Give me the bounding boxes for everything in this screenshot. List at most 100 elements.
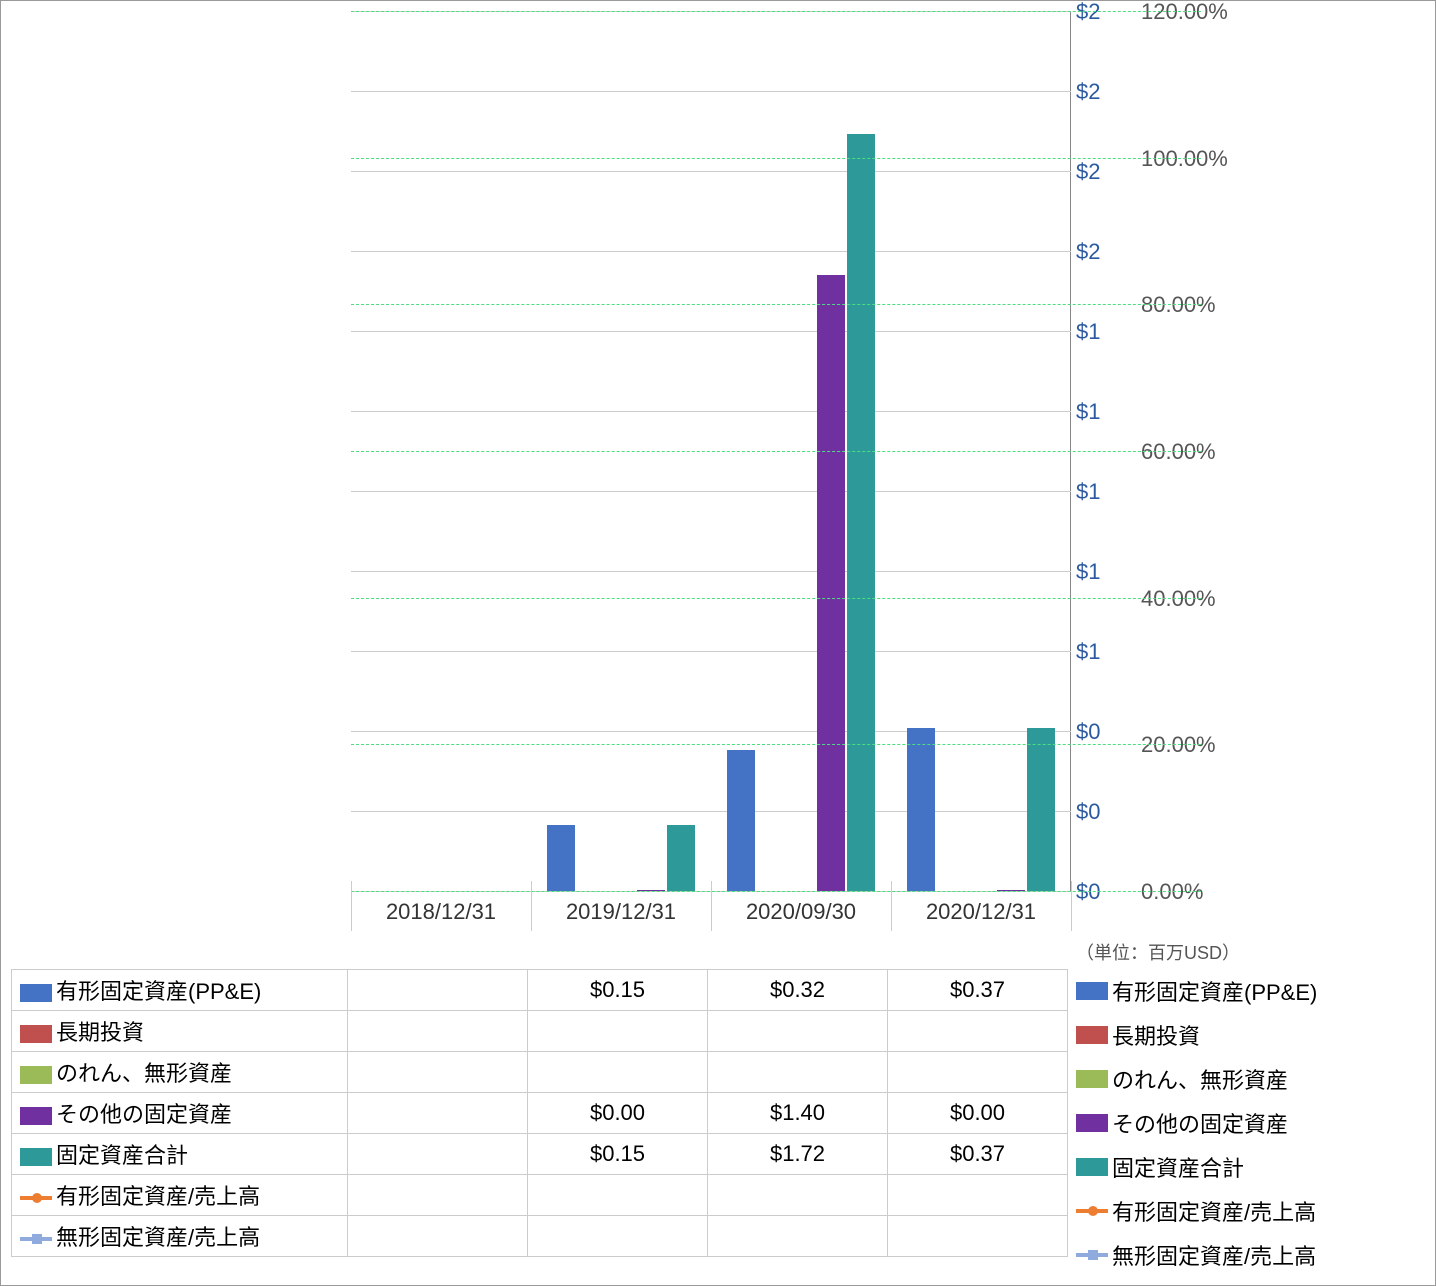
series-label: 固定資産合計	[56, 1143, 188, 1168]
y1-tick-label: $2	[1076, 0, 1116, 25]
y1-tick-label: $1	[1076, 399, 1116, 425]
legend-item: のれん、無形資産	[1076, 1057, 1317, 1101]
legend-item: 長期投資	[1076, 1013, 1317, 1057]
legend-label: 長期投資	[1112, 1019, 1200, 1051]
table-cell: $1.72	[708, 1134, 888, 1175]
y1-tick-label: $0	[1076, 879, 1116, 905]
bar-ppe	[907, 728, 935, 891]
goodwill-swatch-icon	[1076, 1070, 1108, 1088]
chart-plot-area	[351, 11, 1071, 931]
table-cell	[348, 1011, 528, 1052]
y1-tick-label: $0	[1076, 799, 1116, 825]
y1-tick-label: $2	[1076, 79, 1116, 105]
bar-ppe	[727, 750, 755, 891]
y2-tick-label: 40.00%	[1141, 586, 1251, 612]
table-cell	[348, 1052, 528, 1093]
x-category-label: 2019/12/31	[531, 899, 711, 925]
table-row: のれん、無形資産	[12, 1052, 1068, 1093]
legend-item: 有形固定資産(PP&E)	[1076, 969, 1317, 1013]
table-cell: $1.40	[708, 1093, 888, 1134]
longinv-swatch-icon	[1076, 1026, 1108, 1044]
bar-ppe	[547, 825, 575, 891]
series-label: 無形固定資産/売上高	[56, 1225, 260, 1250]
table-cell	[708, 1175, 888, 1216]
bar-other	[817, 275, 845, 891]
x-category-label: 2020/09/30	[711, 899, 891, 925]
table-row: 長期投資	[12, 1011, 1068, 1052]
table-cell: $0.00	[528, 1093, 708, 1134]
y1-tick-label: $1	[1076, 639, 1116, 665]
ppe_ratio-line-icon	[1076, 1202, 1108, 1220]
table-row: 有形固定資産(PP&E) $0.15$0.32$0.37	[12, 970, 1068, 1011]
y2-tick-label: 120.00%	[1141, 0, 1251, 25]
longinv-swatch-icon	[20, 1025, 52, 1043]
table-cell: $0.00	[888, 1093, 1068, 1134]
legend-item: 有形固定資産/売上高	[1076, 1189, 1317, 1233]
y1-tick-label: $2	[1076, 159, 1116, 185]
other-swatch-icon	[1076, 1114, 1108, 1132]
table-cell: $0.15	[528, 1134, 708, 1175]
table-cell	[888, 1052, 1068, 1093]
series-label: 長期投資	[56, 1020, 144, 1045]
y1-tick-label: $1	[1076, 319, 1116, 345]
y1-tick-label: $2	[1076, 239, 1116, 265]
table-cell	[348, 1216, 528, 1257]
table-row: 有形固定資産/売上高	[12, 1175, 1068, 1216]
table-cell: $0.37	[888, 970, 1068, 1011]
ppe-swatch-icon	[1076, 982, 1108, 1000]
intan_ratio-line-icon	[20, 1230, 52, 1248]
table-cell	[888, 1216, 1068, 1257]
series-label: その他の固定資産	[56, 1102, 232, 1127]
y2-tick-label: 0.00%	[1141, 879, 1251, 905]
table-row: 無形固定資産/売上高	[12, 1216, 1068, 1257]
data-table: 有形固定資産(PP&E)$0.15$0.32$0.37長期投資のれん、無形資産そ…	[11, 969, 1068, 1257]
table-row: 固定資産合計 $0.15$1.72$0.37	[12, 1134, 1068, 1175]
legend-label: その他の固定資産	[1112, 1107, 1288, 1139]
table-cell	[348, 1093, 528, 1134]
bar-total	[667, 825, 695, 891]
x-category-label: 2018/12/31	[351, 899, 531, 925]
series-label: のれん、無形資産	[56, 1061, 232, 1086]
table-cell: $0.37	[888, 1134, 1068, 1175]
total-swatch-icon	[1076, 1158, 1108, 1176]
ppe_ratio-line-icon	[20, 1189, 52, 1207]
legend-label: 固定資産合計	[1112, 1151, 1244, 1183]
legend-label: 有形固定資産/売上高	[1112, 1195, 1316, 1227]
table-cell: $0.15	[528, 970, 708, 1011]
table-cell	[348, 1175, 528, 1216]
bar-total	[1027, 728, 1055, 891]
other-swatch-icon	[20, 1107, 52, 1125]
total-swatch-icon	[20, 1148, 52, 1166]
table-cell	[708, 1011, 888, 1052]
legend-item: その他の固定資産	[1076, 1101, 1317, 1145]
goodwill-swatch-icon	[20, 1066, 52, 1084]
table-cell	[348, 970, 528, 1011]
table-cell	[348, 1134, 528, 1175]
table-cell: $0.32	[708, 970, 888, 1011]
table-row: その他の固定資産 $0.00$1.40$0.00	[12, 1093, 1068, 1134]
chart-container: $0 $0 $0 $1 $1 $1 $1 $1 $2 $2 $2 $2 0.00% 20.00% 40.0…	[0, 0, 1436, 1286]
y1-tick-label: $1	[1076, 479, 1116, 505]
legend-right: 有形固定資産(PP&E) 長期投資のれん、無形資産その他の固定資産固定資産合計有形…	[1076, 969, 1317, 1277]
table-cell	[528, 1216, 708, 1257]
table-cell	[708, 1052, 888, 1093]
table-cell	[708, 1216, 888, 1257]
y1-tick-label: $1	[1076, 559, 1116, 585]
y1-tick-label: $0	[1076, 719, 1116, 745]
y2-tick-label: 100.00%	[1141, 146, 1251, 172]
ppe-swatch-icon	[20, 984, 52, 1002]
intan_ratio-line-icon	[1076, 1246, 1108, 1264]
legend-item: 固定資産合計	[1076, 1145, 1317, 1189]
bar-total	[847, 134, 875, 891]
table-cell	[888, 1175, 1068, 1216]
y2-tick-label: 80.00%	[1141, 292, 1251, 318]
y2-tick-label: 60.00%	[1141, 439, 1251, 465]
x-category-label: 2020/12/31	[891, 899, 1071, 925]
legend-label: のれん、無形資産	[1112, 1063, 1288, 1095]
y2-tick-label: 20.00%	[1141, 732, 1251, 758]
table-cell	[888, 1011, 1068, 1052]
series-label: 有形固定資産/売上高	[56, 1184, 260, 1209]
table-cell	[528, 1011, 708, 1052]
table-cell	[528, 1052, 708, 1093]
series-label: 有形固定資産(PP&E)	[56, 979, 261, 1004]
